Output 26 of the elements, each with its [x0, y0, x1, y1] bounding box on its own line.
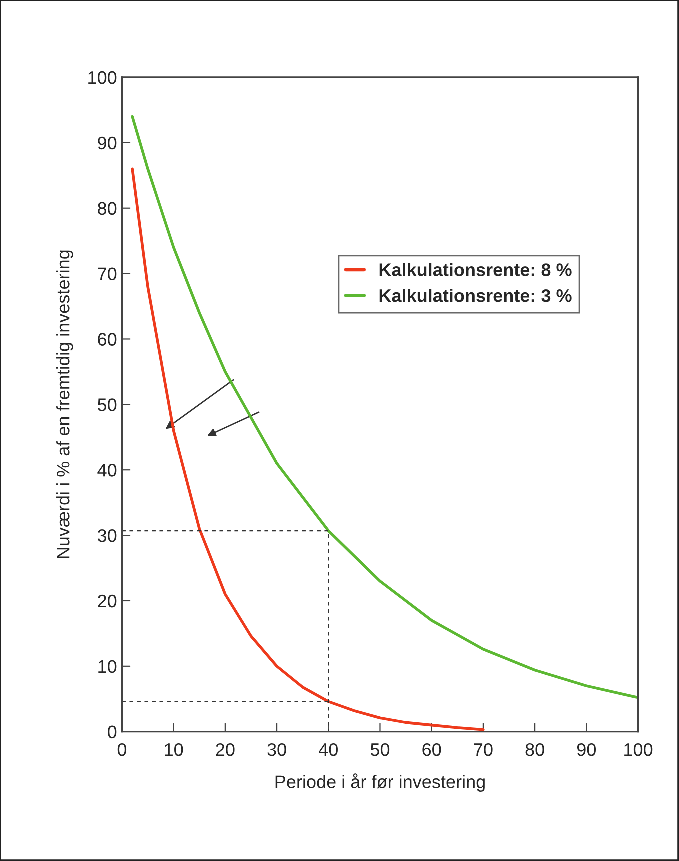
x-tick-label: 0 [118, 743, 127, 756]
x-tick-label: 30 [268, 743, 286, 756]
y-tick-label: 40 [98, 464, 117, 477]
x-tick-label: 70 [474, 743, 493, 756]
y-tick-label: 70 [98, 268, 117, 281]
x-tick-label: 90 [577, 743, 596, 756]
y-tick-label: 50 [98, 398, 117, 412]
x-axis-title: Periode i år før investering [276, 774, 485, 792]
y-tick-label: 100 [88, 71, 117, 84]
x-tick-label: 100 [624, 743, 653, 756]
y-tick-label: 20 [98, 594, 117, 608]
legend-label: Kalkulationsrente: 8 % [380, 263, 572, 276]
y-tick-label: 80 [98, 202, 117, 216]
y-tick-label: 10 [98, 660, 117, 674]
y-tick-label: 90 [98, 136, 117, 150]
x-tick-label: 80 [526, 743, 544, 756]
legend-label: Kalkulationsrente: 3 % [380, 289, 572, 302]
x-tick-label: 60 [422, 743, 442, 756]
x-tick-label: 40 [319, 743, 338, 756]
y-tick-label: 30 [98, 529, 117, 542]
y-axis-title: Nuværdi i % af en fremtidig investering [56, 250, 74, 558]
x-tick-label: 20 [216, 743, 235, 756]
y-tick-label: 0 [108, 726, 117, 739]
x-tick-label: 50 [370, 743, 390, 756]
x-tick-label: 10 [165, 743, 184, 756]
y-tick-label: 60 [98, 333, 117, 346]
